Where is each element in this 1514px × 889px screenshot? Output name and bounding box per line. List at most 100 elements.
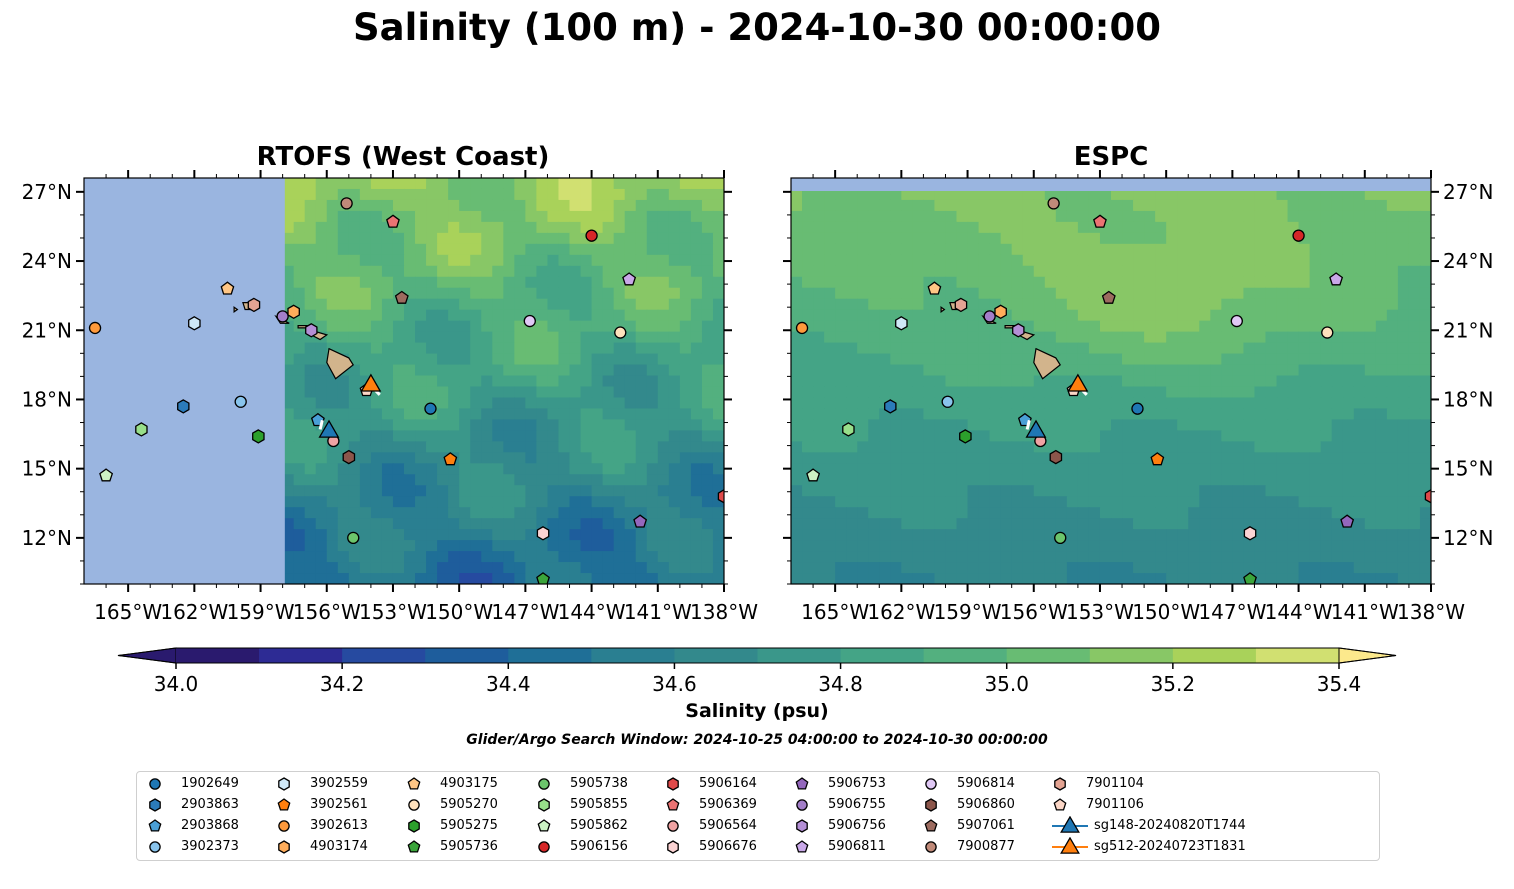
glider-marker-sg512-20240723T1831 xyxy=(1067,373,1089,392)
lat-tick-label: 21°N xyxy=(1443,318,1493,342)
float-marker-5906753 xyxy=(1340,514,1355,528)
legend-label: 7901106 xyxy=(1086,797,1144,812)
glider-marker-sg148-20240820T1744 xyxy=(1025,419,1047,438)
colorbar-tick-label: 34.0 xyxy=(154,672,199,696)
legend-label: 5905862 xyxy=(570,818,628,833)
legend-label: 2903868 xyxy=(181,818,239,833)
float-marker-5905270 xyxy=(614,326,627,339)
lon-tick-label: 150°W xyxy=(425,600,493,624)
legend-marker-3902559 xyxy=(278,777,290,791)
legend-marker-5906755 xyxy=(796,799,808,811)
legend-marker-5906860 xyxy=(925,798,937,812)
float-marker-2903863 xyxy=(884,399,897,414)
float-marker-5906860 xyxy=(1049,449,1063,465)
float-marker-5906755 xyxy=(276,310,289,323)
lon-tick-label: 141°W xyxy=(1331,600,1399,624)
colorbar-tick-label: 35.4 xyxy=(1317,672,1362,696)
lat-tick-label: 15°N xyxy=(1443,457,1493,481)
legend-marker-5905862 xyxy=(537,819,551,832)
float-marker-3902613 xyxy=(88,321,102,335)
float-marker-4903174 xyxy=(287,304,300,320)
float-marker-5907061 xyxy=(394,290,409,304)
lon-tick-label: 141°W xyxy=(624,600,692,624)
float-marker-5906676 xyxy=(536,526,550,541)
lon-tick-label: 162°W xyxy=(867,600,935,624)
colorbar-band xyxy=(923,648,1008,663)
legend-marker-sg148-20240820T1744 xyxy=(1060,816,1080,833)
colorbar-tick-label: 34.2 xyxy=(320,672,365,696)
lon-tick-label: 156°W xyxy=(293,600,361,624)
colorbar-band xyxy=(757,648,842,663)
legend-label: 7901104 xyxy=(1086,776,1144,791)
float-marker-5905736 xyxy=(1243,572,1257,584)
lat-tick-label: 15°N xyxy=(22,457,72,481)
legend-marker-5906756 xyxy=(796,819,808,833)
colorbar-tick-label: 34.6 xyxy=(652,672,697,696)
legend-label: 5906369 xyxy=(699,797,757,812)
colorbar-band xyxy=(1089,648,1174,663)
legend-label: 4903174 xyxy=(310,839,368,854)
glider-marker-sg512-20240723T1831 xyxy=(360,373,382,392)
float-marker-5906164 xyxy=(717,489,724,504)
lon-tick-label: 159°W xyxy=(934,600,1002,624)
legend-label: 5905736 xyxy=(440,839,498,854)
legend-marker-7901104 xyxy=(1054,777,1066,791)
legend-marker-5906564 xyxy=(667,820,679,832)
colorbar-band xyxy=(508,648,592,663)
lon-tick-label: 159°W xyxy=(227,600,295,624)
legend-marker-1902649 xyxy=(149,778,161,790)
legend-label: 5906755 xyxy=(828,797,886,812)
legend-label: 5906756 xyxy=(828,818,886,833)
float-marker-5905855 xyxy=(135,422,148,437)
float-marker-3902561 xyxy=(1150,452,1165,466)
lat-tick-label: 21°N xyxy=(22,318,72,342)
float-marker-5906676 xyxy=(1243,526,1257,541)
float-marker-5906811 xyxy=(622,272,637,286)
colorbar-band xyxy=(176,648,260,663)
float-marker-7900877 xyxy=(340,197,353,210)
legend-marker-5906814 xyxy=(925,778,937,790)
legend: 1902649 2903863 2903868 3902373 3902559 39025… xyxy=(136,771,1380,861)
float-marker-5905738 xyxy=(1054,531,1067,545)
legend-marker-4903174 xyxy=(278,840,290,854)
map-frame xyxy=(790,177,1432,585)
island-land xyxy=(940,306,946,313)
float-marker-3902373 xyxy=(234,395,247,408)
legend-marker-2903863 xyxy=(149,798,161,812)
legend-marker-5905738 xyxy=(538,778,550,790)
float-marker-3902559 xyxy=(895,316,908,331)
legend-marker-5905270 xyxy=(408,799,420,811)
legend-label: 5906676 xyxy=(699,839,757,854)
float-marker-5906369 xyxy=(1093,214,1107,228)
colorbar-over-extend xyxy=(1338,647,1397,664)
legend-marker-5905736 xyxy=(407,840,421,853)
float-marker-5906811 xyxy=(1329,272,1344,286)
float-marker-4903175 xyxy=(927,281,942,295)
legend-label: 5905270 xyxy=(440,797,498,812)
legend-marker-3902373 xyxy=(149,841,161,853)
lat-tick-label: 12°N xyxy=(1443,526,1493,550)
float-marker-5906814 xyxy=(523,314,536,328)
legend-marker-7901106 xyxy=(1053,798,1067,811)
colorbar-band xyxy=(259,648,343,663)
lat-tick-label: 18°N xyxy=(1443,387,1493,411)
legend-marker-5905275 xyxy=(408,819,420,833)
lat-tick-label: 24°N xyxy=(22,249,72,273)
no-data-region xyxy=(84,178,285,584)
float-marker-5906156 xyxy=(585,229,598,242)
colorbar-tick-label: 34.8 xyxy=(818,672,863,696)
lat-tick-label: 12°N xyxy=(22,526,72,550)
legend-marker-7900877 xyxy=(925,841,937,853)
glider-track-sg148 xyxy=(318,419,324,430)
legend-label: 1902649 xyxy=(181,776,239,791)
legend-marker-sg512-20240723T1831 xyxy=(1060,837,1080,854)
legend-label: sg512-20240723T1831 xyxy=(1094,839,1246,854)
legend-label: 3902613 xyxy=(310,818,368,833)
lon-tick-label: 147°W xyxy=(1198,600,1266,624)
float-marker-4903175 xyxy=(220,281,235,295)
colorbar-band xyxy=(1006,648,1091,663)
legend-marker-5906811 xyxy=(795,840,809,853)
legend-marker-5906164 xyxy=(667,777,679,791)
colorbar-tick-label: 35.2 xyxy=(1151,672,1196,696)
legend-label: 5906814 xyxy=(957,776,1015,791)
